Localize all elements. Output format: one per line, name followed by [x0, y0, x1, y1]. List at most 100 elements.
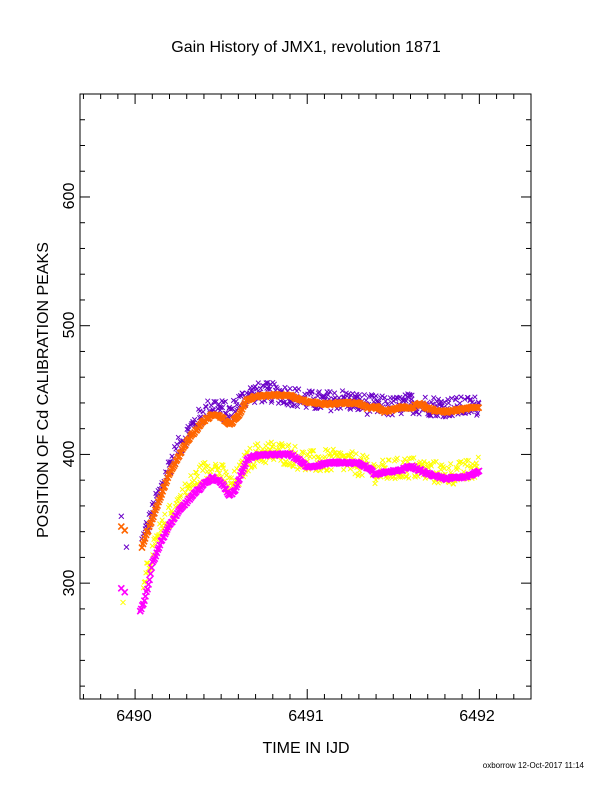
yellow-series-point — [220, 465, 227, 471]
yellow-series-point — [280, 444, 286, 450]
yellow-series-point — [188, 472, 194, 479]
chart-title: Gain History of JMX1, revolution 1871 — [171, 39, 441, 56]
purple-series-point — [287, 385, 293, 392]
purple-series-point — [356, 392, 363, 398]
purple-series-point — [248, 388, 254, 394]
purple-series-point — [350, 390, 356, 397]
yellow-series-point — [411, 455, 417, 461]
yellow-series-point — [380, 457, 386, 463]
purple-series-point — [462, 396, 468, 402]
yellow-series-point — [262, 460, 269, 466]
yellow-series-point — [372, 480, 378, 487]
axis-ticks — [80, 93, 532, 699]
purple-series-point — [379, 393, 385, 399]
yellow-series-point — [279, 442, 285, 449]
yellow-series-point — [265, 440, 271, 447]
yellow-series-point — [162, 511, 168, 517]
orange-series-point — [121, 526, 129, 534]
purple-series-point — [205, 398, 211, 404]
yellow-series-point — [194, 473, 200, 480]
yellow-series-point — [310, 448, 317, 454]
purple-series-point — [259, 399, 265, 405]
yellow-series-point — [328, 467, 334, 473]
yellow-series-point — [251, 463, 258, 470]
yellow-series-point — [394, 455, 400, 461]
purple-series-point — [407, 392, 413, 398]
purple-series-point — [227, 406, 234, 412]
magenta-series-point — [148, 564, 156, 572]
purple-series-point — [264, 380, 271, 386]
purple-series-point — [222, 398, 228, 405]
yellow-series-point — [441, 465, 447, 472]
purple-series-point — [282, 384, 288, 391]
purple-series-point — [291, 402, 297, 408]
yellow-series-point — [406, 475, 412, 481]
purple-series-point — [218, 404, 224, 411]
purple-series-point — [361, 392, 368, 398]
yellow-series-point — [455, 464, 461, 471]
yellow-series-point — [463, 457, 469, 464]
purple-series-point — [238, 393, 244, 399]
purple-series-point — [465, 395, 471, 401]
yellow-series-point — [149, 543, 155, 549]
yellow-series-point — [341, 467, 347, 473]
yellow-series-point — [330, 446, 336, 452]
purple-series-point — [384, 401, 391, 407]
purple-series-point — [255, 380, 261, 386]
purple-series-point — [352, 394, 359, 400]
yellow-series-point — [385, 457, 392, 463]
purple-series-point — [398, 411, 404, 417]
purple-series-point — [325, 392, 331, 398]
yellow-series-point — [120, 599, 126, 606]
purple-series-point — [375, 398, 382, 405]
purple-series-point — [409, 392, 415, 398]
yellow-series-point — [219, 462, 225, 468]
purple-series-point — [403, 398, 409, 404]
yellow-series-point — [159, 517, 165, 523]
yellow-series-point — [386, 457, 392, 463]
orange-series-point — [475, 404, 483, 412]
x-tick-label: 6490 — [116, 708, 152, 725]
y-tick-label: 500 — [61, 312, 78, 339]
yellow-series-point — [364, 454, 370, 460]
purple-series-point — [316, 389, 322, 395]
yellow-series-point — [292, 443, 298, 450]
yellow-series-point — [228, 475, 235, 481]
yellow-series-point — [465, 457, 471, 464]
purple-series-point — [268, 399, 275, 405]
purple-series-point — [252, 384, 258, 390]
yellow-series-point — [359, 472, 365, 478]
yellow-series-point — [192, 482, 198, 488]
yellow-series-point — [202, 459, 208, 466]
yellow-series-point — [200, 467, 206, 474]
purple-series-point — [472, 394, 478, 400]
yellow-series-point — [458, 459, 464, 465]
yellow-series-point — [324, 467, 330, 474]
purple-series-point — [449, 395, 455, 401]
yellow-series-point — [450, 481, 457, 487]
purple-series-point — [331, 390, 338, 396]
x-tick-label: 6492 — [459, 708, 495, 725]
y-axis-label: POSITION OF Cd CALIBRATION PEAKS — [35, 242, 52, 538]
yellow-series-point — [375, 463, 382, 470]
yellow-series-point — [193, 469, 199, 476]
yellow-series-point — [428, 463, 435, 469]
yellow-series-point — [182, 489, 188, 496]
purple-series-point — [257, 385, 264, 392]
yellow-series-point — [327, 450, 333, 457]
purple-series-point — [191, 416, 198, 423]
yellow-series-point — [290, 460, 297, 467]
yellow-series-point — [278, 457, 284, 463]
purple-series-point — [123, 544, 130, 550]
magenta-series-point — [145, 576, 154, 584]
yellow-series-point — [421, 459, 427, 465]
x-tick-label: 6491 — [288, 708, 324, 725]
purple-series-point — [422, 394, 428, 400]
purple-series-point — [208, 402, 214, 408]
purple-series-point — [118, 513, 125, 520]
purple-series-point — [327, 389, 333, 395]
yellow-series-point — [286, 442, 292, 448]
purple-series-point — [239, 390, 246, 397]
yellow-series-point — [448, 461, 454, 467]
